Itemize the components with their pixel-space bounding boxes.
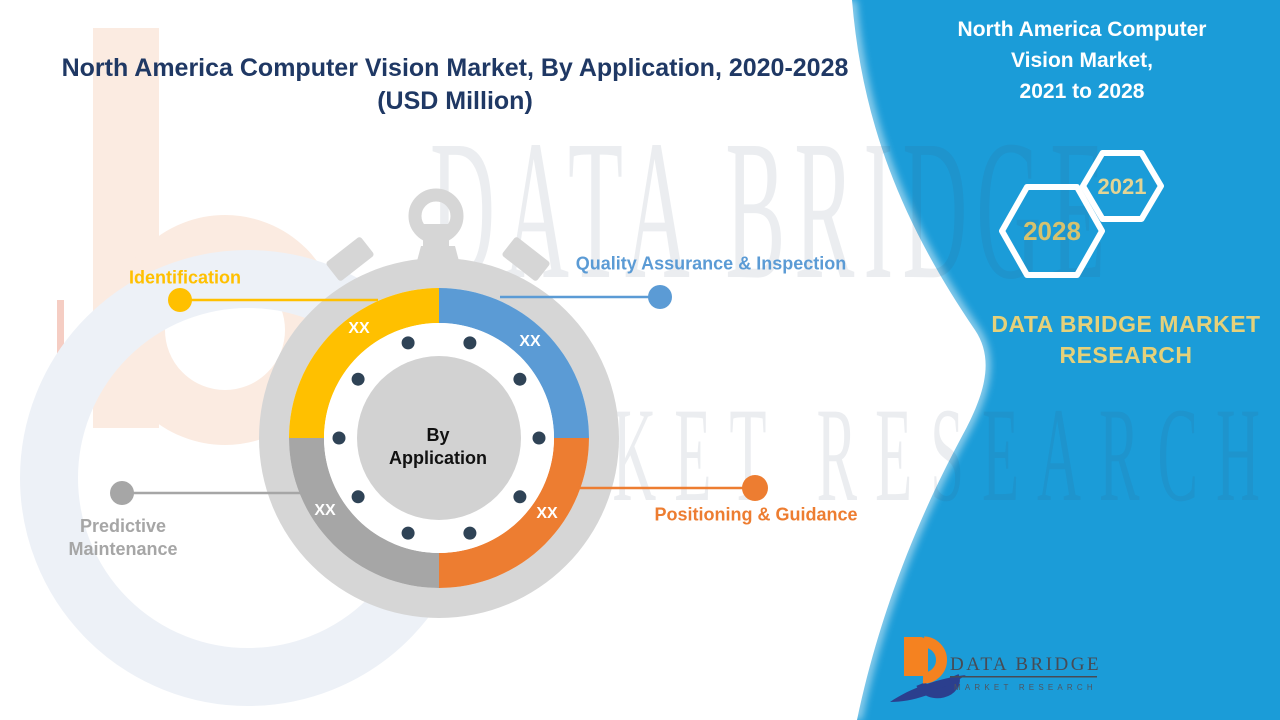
segment-identification xyxy=(289,288,439,438)
panel-brand-text: DATA BRIDGE MARKET RESEARCH xyxy=(991,311,1261,368)
hexagon-2028-icon: 2028 xyxy=(999,184,1105,278)
footer-logo-name: DATA BRIDGE xyxy=(950,654,1101,675)
donut-center-label: By Application xyxy=(389,424,487,470)
side-panel-background xyxy=(852,0,1280,720)
footer-logo: DATA BRIDGE MARKET RESEARCH xyxy=(890,636,1101,702)
value-positioning-guidance: XX xyxy=(536,505,558,522)
panel-heading: North America Computer Vision Market, 20… xyxy=(952,14,1212,107)
value-identification: XX xyxy=(348,320,370,337)
label-predictive-maintenance: Predictive Maintenance xyxy=(68,516,178,559)
page-title-line2: (USD Million) xyxy=(377,87,533,115)
value-quality-assurance: XX xyxy=(519,333,541,350)
label-positioning-guidance: Positioning & Guidance xyxy=(654,504,858,525)
segment-predictive-maintenance xyxy=(289,438,439,588)
segment-quality-assurance xyxy=(439,288,589,438)
callout-dot-positioning xyxy=(742,475,768,501)
segment-positioning-guidance xyxy=(439,438,589,588)
hexagon-2028-year: 2028 xyxy=(1023,216,1081,246)
panel-heading-line3: 2021 to 2028 xyxy=(1019,80,1145,103)
label-identification: Identification xyxy=(129,267,241,288)
footer-logo-subtitle: MARKET RESEARCH xyxy=(954,683,1097,692)
page-title: North America Computer Vision Market, By… xyxy=(0,52,910,118)
value-predictive-maintenance: XX xyxy=(314,502,336,519)
panel-heading-line1: North America Computer xyxy=(957,18,1207,41)
donut-center-label-line1: By xyxy=(426,425,450,445)
callout-dot-identification xyxy=(168,288,192,312)
side-panel-edge-glow xyxy=(847,0,991,720)
hexagon-2021-icon: 2021 xyxy=(1080,150,1164,222)
stopwatch-left-button-icon xyxy=(326,237,374,281)
panel-heading-line2: Vision Market, xyxy=(1011,49,1153,72)
dial-dots xyxy=(332,336,546,540)
hexagon-2021-year: 2021 xyxy=(1098,174,1147,199)
stopwatch-right-button-icon xyxy=(502,237,550,281)
label-quality-assurance: Quality Assurance & Inspection xyxy=(575,253,847,274)
donut-center-label-line2: Application xyxy=(389,448,487,468)
data-bridge-logo-icon xyxy=(890,636,966,702)
footer-logo-underline xyxy=(950,676,1097,678)
year-hexagons: 2021 2028 xyxy=(999,150,1164,278)
callout-dot-predictive xyxy=(110,481,134,505)
callout-dot-quality xyxy=(648,285,672,309)
page-title-line1: North America Computer Vision Market, By… xyxy=(61,54,849,82)
center-disc xyxy=(357,356,521,520)
